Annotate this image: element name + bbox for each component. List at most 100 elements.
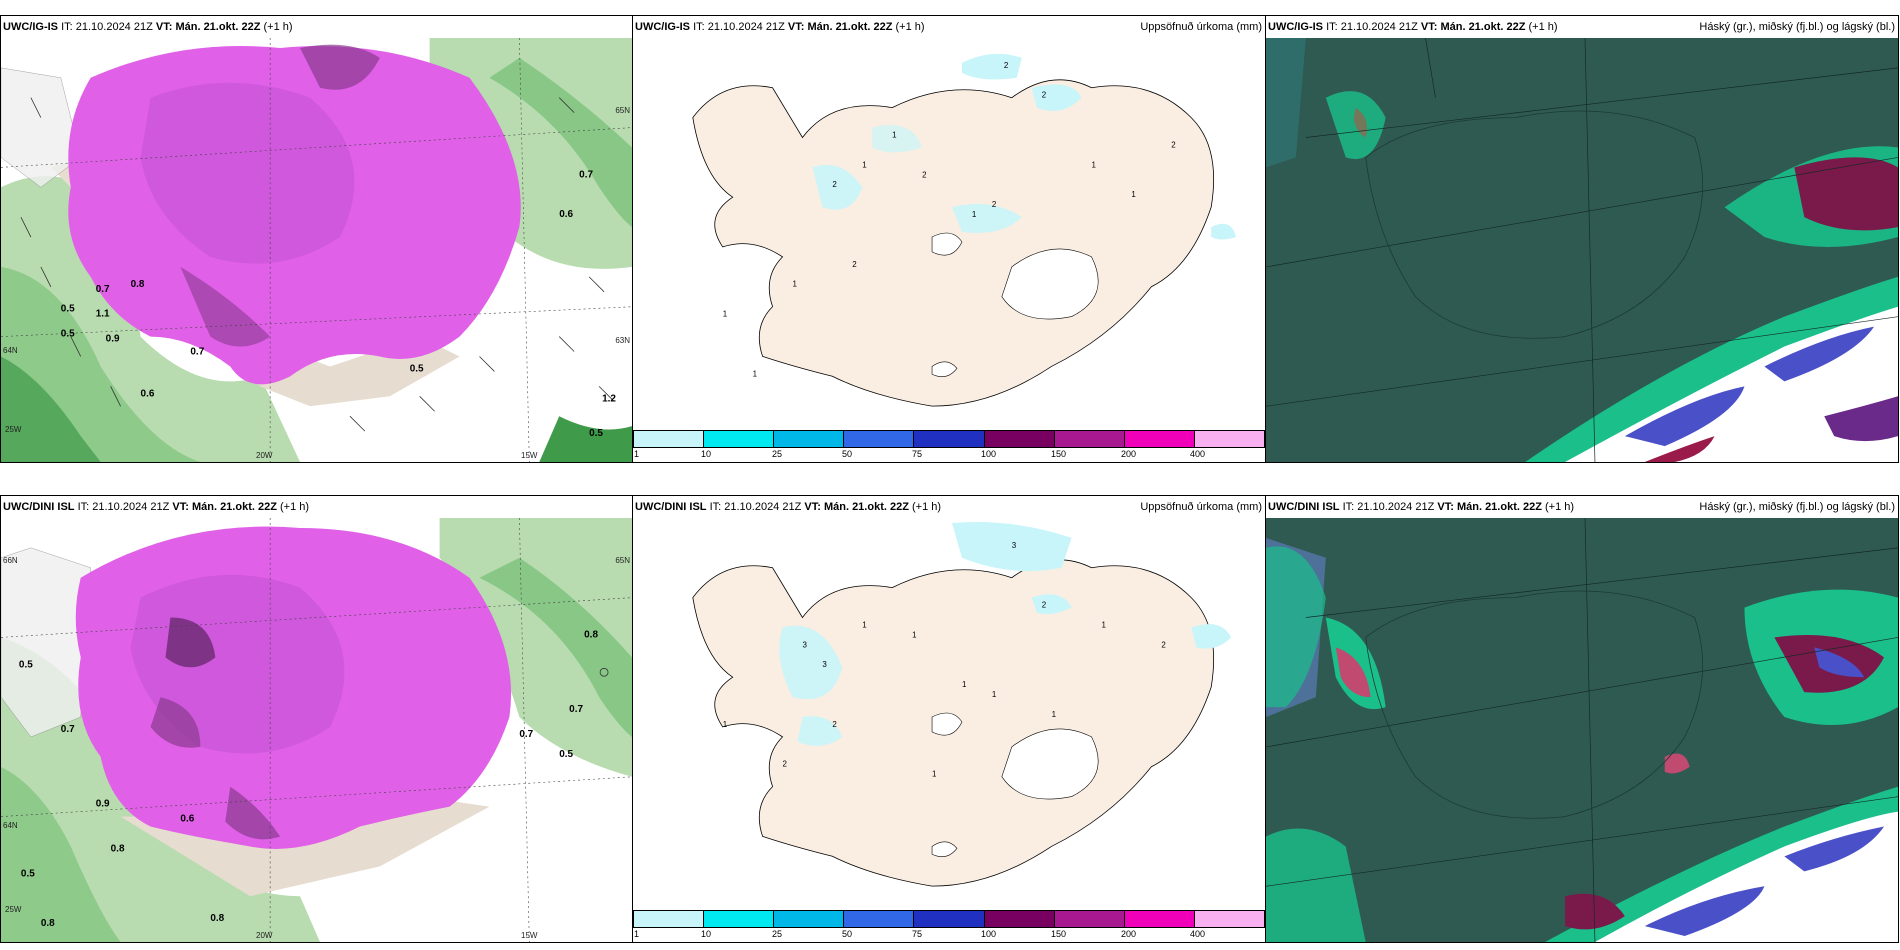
svg-text:1: 1 bbox=[1131, 190, 1136, 199]
colorbar-label: 1 bbox=[634, 929, 640, 939]
svg-text:1: 1 bbox=[723, 310, 728, 319]
colorbar-label: 10 bbox=[701, 449, 712, 459]
lat-label: 65N bbox=[615, 106, 630, 115]
wind-value-label: 0.7 bbox=[569, 704, 583, 715]
precip-title: Uppsöfnuð úrkoma (mm) bbox=[1140, 21, 1262, 33]
svg-text:2: 2 bbox=[1171, 140, 1176, 149]
cloud-map[interactable] bbox=[1266, 518, 1898, 942]
vt-label: VT: bbox=[155, 21, 173, 33]
cloud-panel-bottom: UWC/DINI ISL IT: 21.10.2024 21Z VT: Mán.… bbox=[1265, 495, 1899, 943]
vt-label: VT: bbox=[787, 21, 805, 33]
model-name: UWC/DINI ISL bbox=[1268, 501, 1340, 513]
swatch bbox=[1124, 911, 1195, 927]
colorbar-swatches bbox=[633, 430, 1265, 448]
colorbar-label: 75 bbox=[912, 449, 923, 459]
it-value: 21.10.2024 21Z bbox=[707, 21, 785, 33]
colorbar-label: 100 bbox=[981, 449, 997, 459]
lat-label: 64N bbox=[3, 821, 18, 830]
lead-time: (+1 h) bbox=[1528, 21, 1558, 33]
panel-header: UWC/IG-IS IT: 21.10.2024 21Z VT: Mán. 21… bbox=[1, 16, 632, 38]
wind-value-label: 1.1 bbox=[96, 309, 110, 320]
vt-label: VT: bbox=[804, 501, 821, 513]
precip-panel-bottom: UWC/DINI ISL IT: 21.10.2024 21Z VT: Mán.… bbox=[632, 495, 1266, 943]
swatch bbox=[1194, 911, 1264, 927]
colorbar-label: 400 bbox=[1190, 449, 1206, 459]
swatch bbox=[774, 431, 845, 447]
precip-colorbar: 1 10 25 50 75 100 150 200 400 bbox=[633, 910, 1265, 942]
swatch bbox=[1054, 431, 1125, 447]
wind-value-label: 1.2 bbox=[602, 393, 616, 404]
colorbar-label: 75 bbox=[912, 929, 923, 939]
cloud-map-svg bbox=[1266, 518, 1898, 942]
svg-text:2: 2 bbox=[832, 720, 837, 729]
model-name: UWC/DINI ISL bbox=[635, 501, 707, 513]
wind-precip-panel-top: UWC/IG-IS IT: 21.10.2024 21Z VT: Mán. 21… bbox=[0, 15, 633, 463]
svg-text:2: 2 bbox=[992, 200, 997, 209]
svg-text:1: 1 bbox=[892, 130, 897, 139]
wind-value-label: 0.5 bbox=[61, 329, 75, 340]
wind-value-label: 0.7 bbox=[579, 169, 593, 180]
wind-map[interactable]: 0.5 0.7 0.5 1.1 0.9 0.7 0.6 0.5 1.2 0.5 0.8 0.6 0.7 bbox=[1, 38, 632, 462]
lon-label: 20W bbox=[256, 451, 273, 460]
swatch bbox=[634, 431, 705, 447]
wind-value-label: 0.5 bbox=[559, 749, 573, 760]
wind-value-label: 0.8 bbox=[131, 279, 145, 290]
svg-text:1: 1 bbox=[792, 280, 797, 289]
svg-text:2: 2 bbox=[783, 760, 788, 769]
panel-header: UWC/IG-IS IT: 21.10.2024 21Z VT: Mán. 21… bbox=[1266, 16, 1898, 38]
model-name: UWC/IG-IS bbox=[1268, 21, 1323, 33]
wind-value-label: 0.8 bbox=[584, 629, 598, 640]
wind-map-svg: 0.5 0.7 0.5 1.1 0.9 0.7 0.6 0.5 1.2 0.5 0.8 0.6 0.7 bbox=[1, 38, 632, 462]
cloud-map-svg bbox=[1266, 38, 1898, 462]
panel-header: UWC/IG-IS IT: 21.10.2024 21Z VT: Mán. 21… bbox=[633, 16, 1265, 38]
lon-label: 25W bbox=[5, 425, 22, 434]
vt-value: Mán. 21.okt. 22Z bbox=[807, 21, 893, 33]
svg-text:1: 1 bbox=[1102, 620, 1107, 629]
wind-value-label: 0.7 bbox=[96, 284, 110, 295]
swatch bbox=[914, 911, 985, 927]
it-value: 21.10.2024 21Z bbox=[1340, 21, 1418, 33]
lon-label: 20W bbox=[256, 931, 273, 940]
lon-label: 25W bbox=[5, 905, 22, 914]
wind-value-label: 0.5 bbox=[589, 428, 603, 439]
svg-text:2: 2 bbox=[1161, 640, 1166, 649]
it-value: 21.10.2024 21Z bbox=[92, 501, 170, 513]
colorbar-label: 50 bbox=[842, 449, 853, 459]
vt-label: VT: bbox=[172, 501, 189, 513]
it-label: IT: bbox=[61, 21, 73, 33]
vt-value: Mán. 21.okt. 22Z bbox=[175, 21, 261, 33]
lat-label: 64N bbox=[3, 346, 18, 355]
it-label: IT: bbox=[709, 501, 722, 513]
swatch bbox=[634, 911, 705, 927]
panel-header: UWC/DINI ISL IT: 21.10.2024 21Z VT: Mán.… bbox=[633, 496, 1265, 518]
lead-time: (+1 h) bbox=[280, 501, 310, 513]
colorbar-label: 150 bbox=[1051, 929, 1067, 939]
lon-label: 15W bbox=[521, 451, 538, 460]
precip-map[interactable]: 3 3 3 1 1 1 1 2 1 2 2 2 1 1 1 bbox=[633, 518, 1265, 910]
swatch bbox=[1194, 431, 1264, 447]
svg-text:1: 1 bbox=[962, 680, 967, 689]
svg-text:2: 2 bbox=[1042, 601, 1047, 610]
precip-labels: 3 3 3 1 1 1 1 2 1 2 2 2 1 1 1 bbox=[723, 541, 1167, 779]
panel-header: UWC/DINI ISL IT: 21.10.2024 21Z VT: Mán.… bbox=[1, 496, 632, 518]
precip-map[interactable]: 2 2 1 1 2 1 2 2 1 1 2 2 1 1 1 bbox=[633, 38, 1265, 430]
wind-value-label: 0.7 bbox=[190, 347, 204, 358]
wind-value-label: 0.9 bbox=[96, 799, 110, 810]
svg-text:1: 1 bbox=[753, 369, 758, 378]
vt-value: Mán. 21.okt. 22Z bbox=[823, 501, 909, 513]
svg-text:1: 1 bbox=[932, 770, 937, 779]
lead-time: (+1 h) bbox=[895, 21, 925, 33]
colorbar-swatches bbox=[633, 910, 1265, 928]
wind-map[interactable]: 0.5 0.7 0.8 0.9 0.5 0.8 0.6 0.8 0.7 0.5 0.7 0.8 bbox=[1, 518, 632, 942]
model-name: UWC/DINI ISL bbox=[3, 501, 75, 513]
cloud-title: Háský (gr.), miðský (fj.bl.) og lágský (… bbox=[1699, 501, 1895, 513]
wind-value-label: 0.8 bbox=[111, 843, 125, 854]
it-value: 21.10.2024 21Z bbox=[724, 501, 802, 513]
wind-value-label: 0.5 bbox=[21, 868, 35, 879]
colorbar-label: 25 bbox=[772, 929, 783, 939]
wind-value-label: 0.8 bbox=[41, 918, 55, 929]
lead-time: (+1 h) bbox=[1545, 501, 1575, 513]
colorbar-label: 200 bbox=[1121, 929, 1137, 939]
colorbar-label: 100 bbox=[981, 929, 997, 939]
cloud-map[interactable] bbox=[1266, 38, 1898, 462]
